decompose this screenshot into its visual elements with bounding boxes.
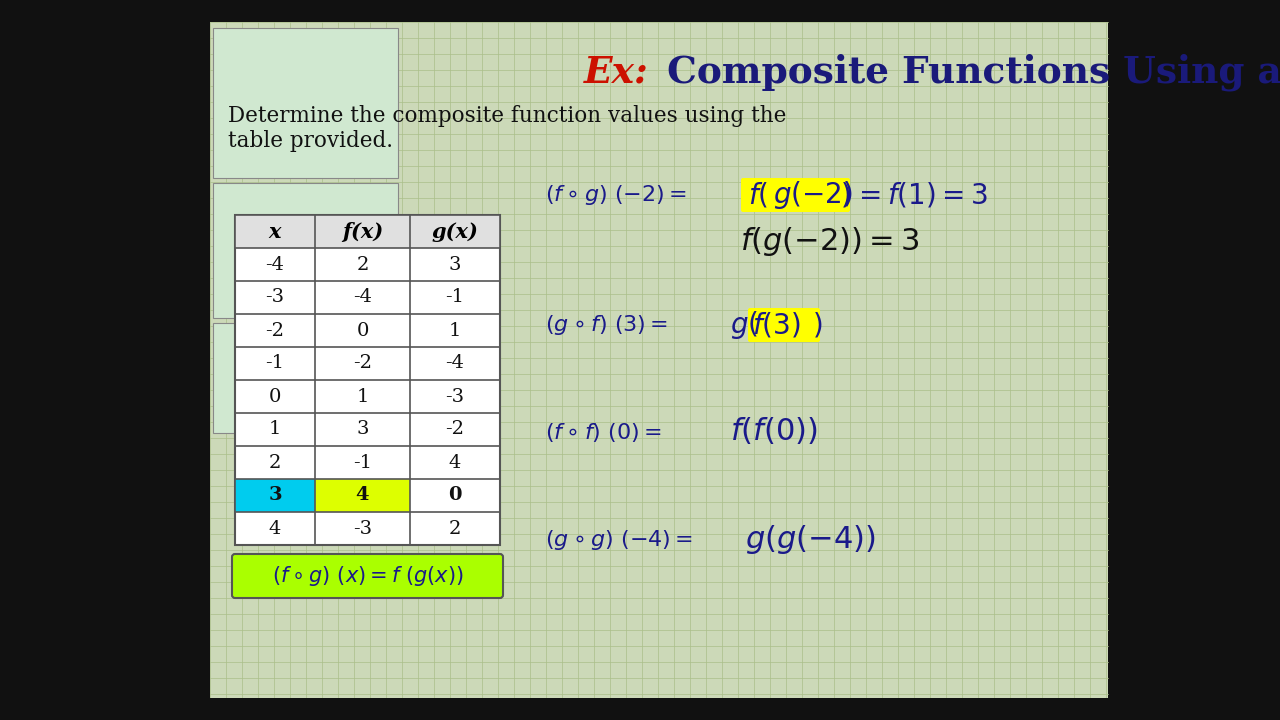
Bar	[0, 22, 210, 698]
Text: -3: -3	[353, 520, 372, 538]
Text: $f(f(0))$: $f(f(0))$	[730, 416, 818, 448]
Text: 0: 0	[356, 322, 369, 340]
Circle shape	[262, 482, 288, 508]
Text: $g($: $g($	[730, 309, 758, 341]
Text: 4: 4	[356, 487, 369, 505]
Bar	[1108, 22, 1280, 698]
Bar	[0, 0, 1280, 22]
Bar	[212, 183, 398, 318]
Text: $f(g(-2)) = 3$: $f(g(-2)) = 3$	[740, 225, 919, 258]
Text: Ex:: Ex:	[584, 53, 649, 91]
Text: $)$: $)$	[840, 181, 850, 210]
Text: g(x): g(x)	[431, 222, 479, 241]
Text: $f(3)$: $f(3)$	[753, 310, 800, 340]
Text: $(f \circ f)\ (0)=$: $(f \circ f)\ (0)=$	[545, 420, 662, 444]
Bar	[212, 28, 398, 178]
Text: $)$: $)$	[812, 310, 822, 340]
Text: -1: -1	[445, 289, 465, 307]
Text: www.mathispower4u.wordpress.com: www.mathispower4u.wordpress.com	[247, 393, 362, 398]
Text: -1: -1	[353, 454, 372, 472]
Text: View Composite Video Library at:: View Composite Video Library at:	[241, 340, 369, 349]
Text: $g(g(-4))$: $g(g(-4))$	[745, 523, 876, 557]
Text: 1: 1	[356, 387, 369, 405]
Text: 1: 1	[449, 322, 461, 340]
Text: $f($: $f($	[748, 181, 768, 210]
Text: x: x	[269, 222, 282, 241]
Text: -2: -2	[353, 354, 372, 372]
Text: $g(-2)$: $g(-2)$	[773, 179, 852, 211]
Text: -2: -2	[265, 322, 284, 340]
Text: $(g \circ g)\ (-4)=$: $(g \circ g)\ (-4)=$	[545, 528, 694, 552]
Text: $(f \circ g)\ (x) = f\ (g(x))$: $(f \circ g)\ (x) = f\ (g(x))$	[271, 564, 463, 588]
Bar	[236, 479, 315, 512]
Text: 3: 3	[449, 256, 461, 274]
Text: www.mathispower4u.com: www.mathispower4u.com	[256, 358, 355, 367]
Bar	[236, 215, 500, 248]
Text: 1: 1	[269, 420, 282, 438]
Text: -4: -4	[353, 289, 372, 307]
FancyBboxPatch shape	[232, 554, 503, 598]
Text: -3: -3	[445, 387, 465, 405]
Bar	[210, 22, 1108, 698]
Text: 4: 4	[449, 454, 461, 472]
Text: -4: -4	[445, 354, 465, 372]
FancyBboxPatch shape	[741, 178, 850, 212]
Circle shape	[349, 482, 375, 508]
Text: -4: -4	[265, 256, 284, 274]
Text: 2: 2	[449, 520, 461, 538]
Text: -1: -1	[265, 354, 284, 372]
Text: 3: 3	[269, 487, 282, 505]
Text: -3: -3	[265, 289, 284, 307]
Text: 0: 0	[269, 387, 282, 405]
Text: 3: 3	[356, 420, 369, 438]
Bar	[212, 323, 398, 433]
Text: -2: -2	[445, 420, 465, 438]
Bar	[236, 215, 500, 545]
Text: Determine the composite function values using the: Determine the composite function values …	[228, 105, 786, 127]
Text: table provided.: table provided.	[228, 130, 393, 152]
Text: 0: 0	[448, 487, 462, 505]
Text: 2: 2	[269, 454, 282, 472]
Text: 2: 2	[356, 256, 369, 274]
Text: f(x): f(x)	[342, 222, 383, 241]
Text: $(g \circ f)\ (3)=$: $(g \circ f)\ (3)=$	[545, 313, 668, 337]
Text: $(f \circ g)\ (-2)=$: $(f \circ g)\ (-2)=$	[545, 183, 687, 207]
Bar	[0, 698, 1280, 720]
Text: $= f(1) = 3$: $= f(1) = 3$	[852, 181, 988, 210]
Text: Composite Functions Using a Table: Composite Functions Using a Table	[654, 53, 1280, 91]
Bar	[315, 479, 410, 512]
Text: Search by Topic at:: Search by Topic at:	[269, 378, 342, 387]
FancyBboxPatch shape	[748, 308, 820, 342]
Text: 4: 4	[269, 520, 282, 538]
